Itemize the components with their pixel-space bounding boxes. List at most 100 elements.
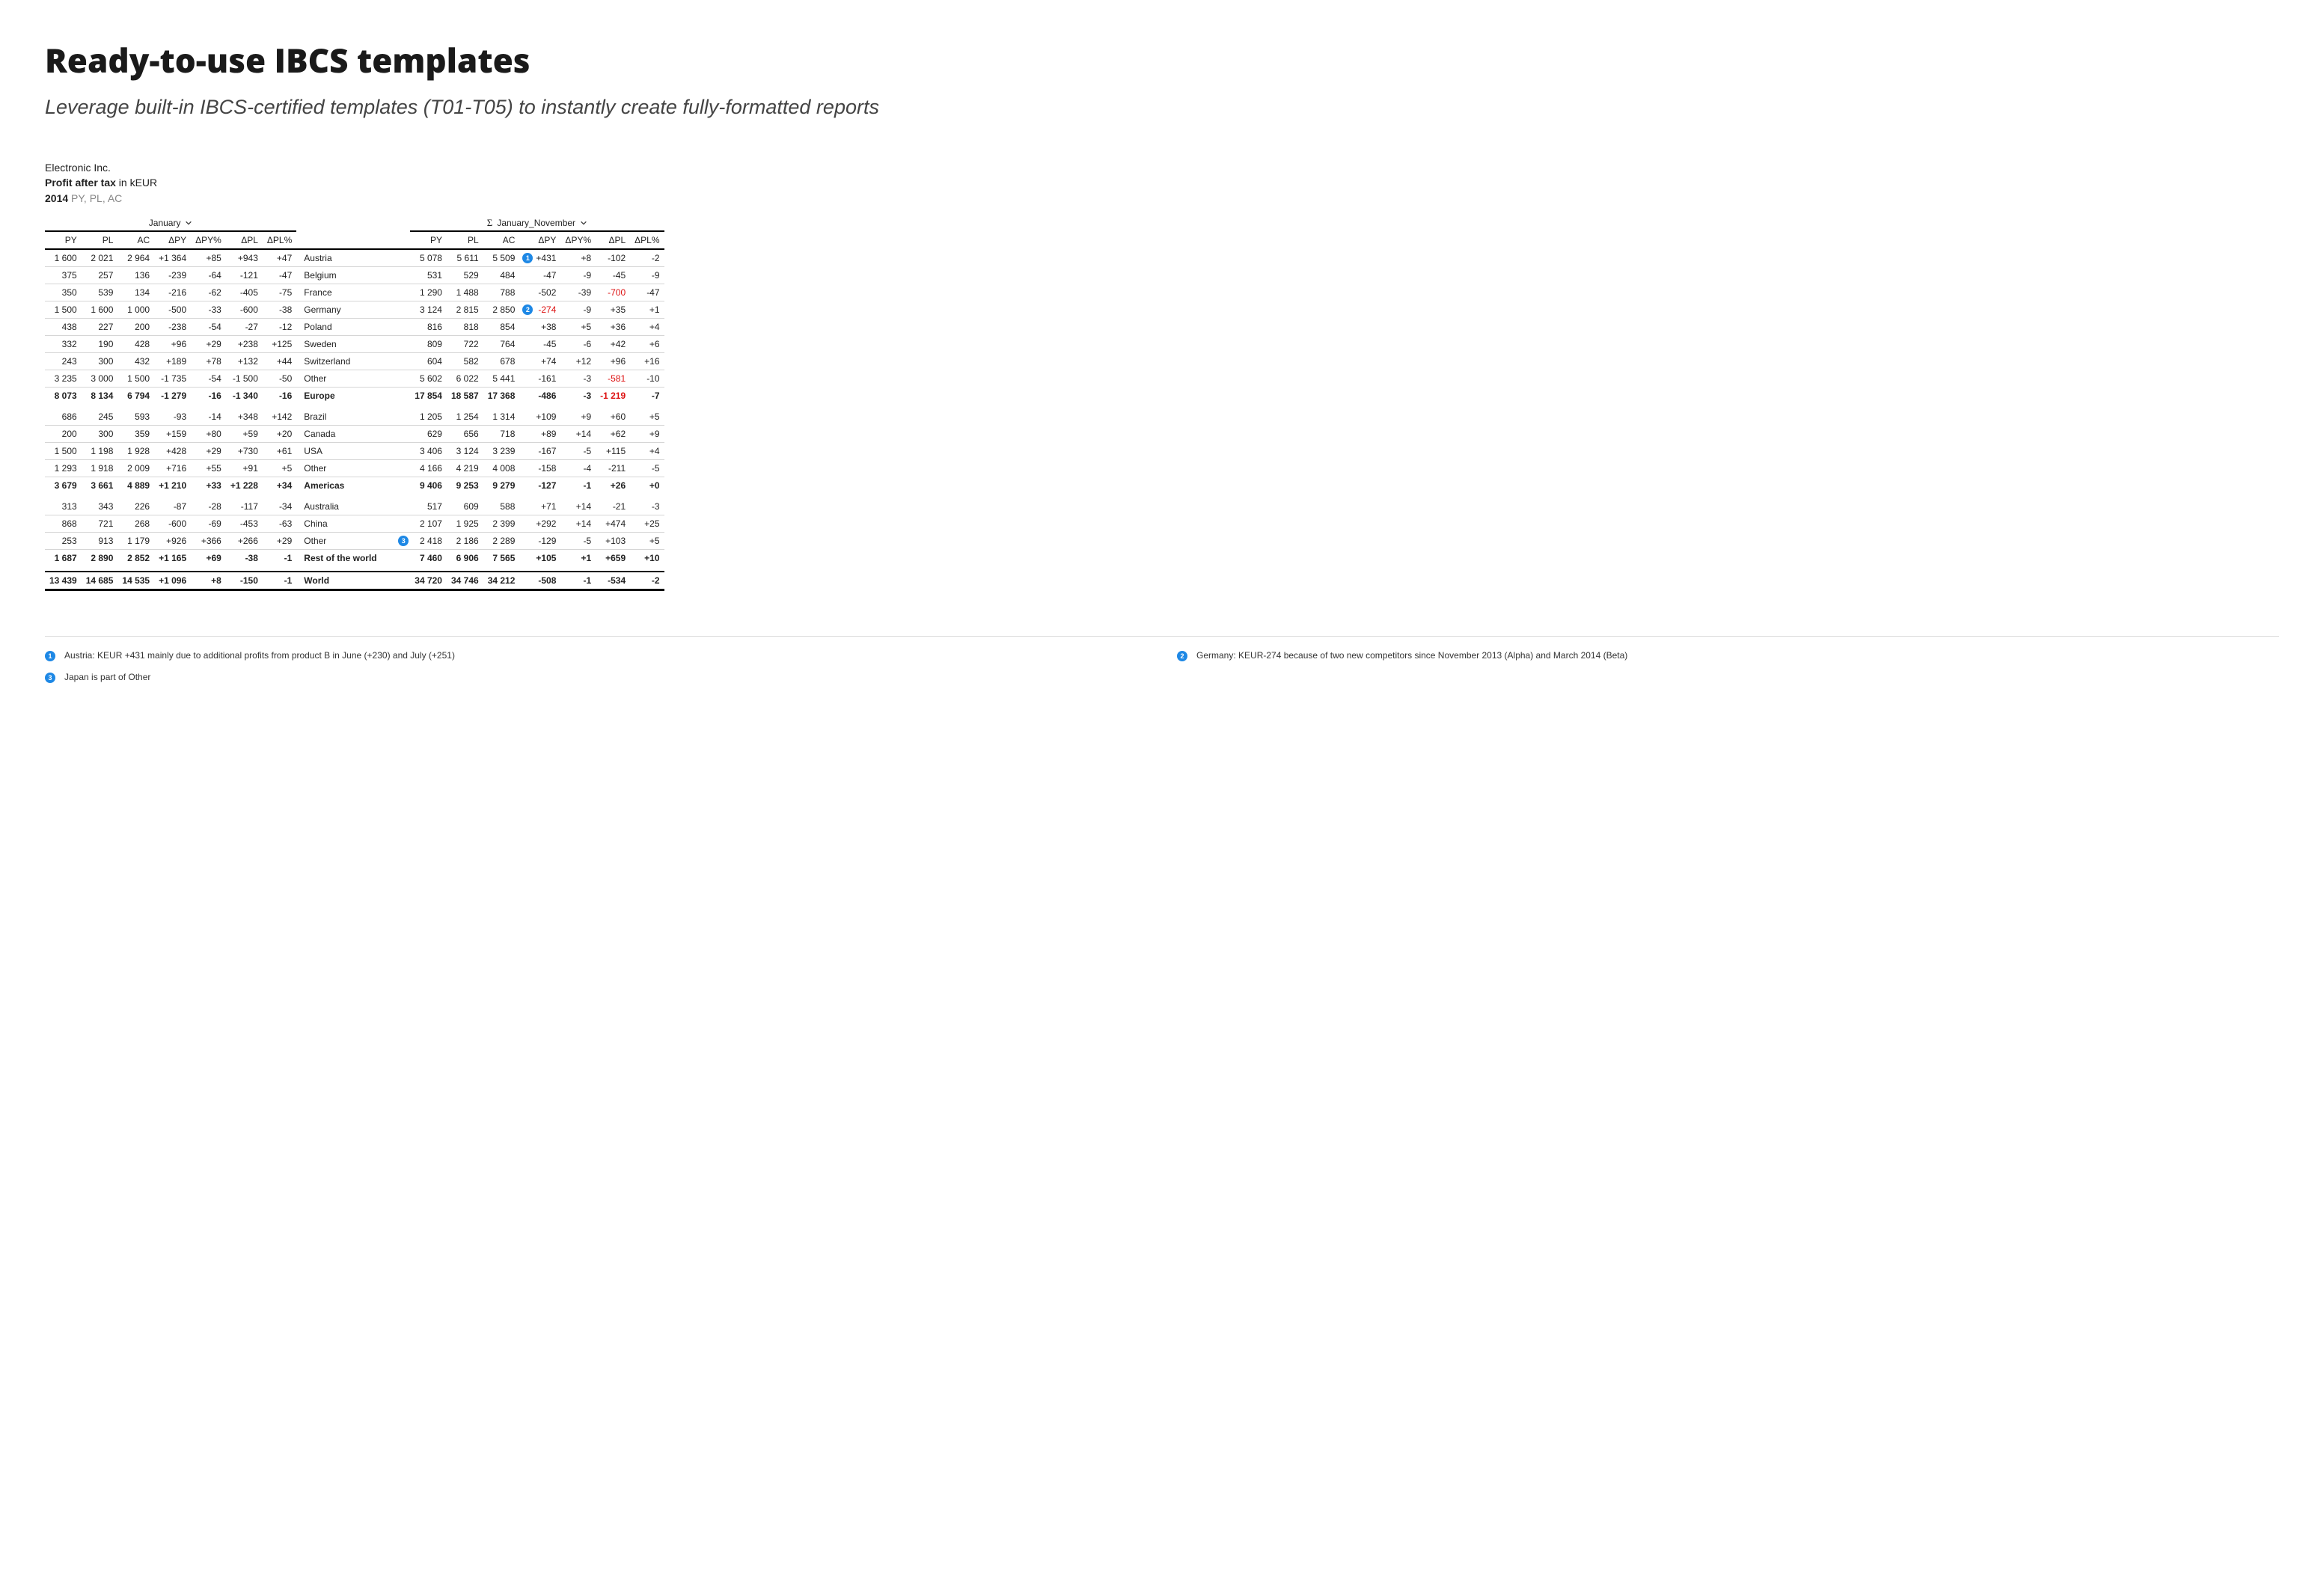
cell-ac: 2 009 — [117, 459, 154, 477]
table-row: 1 5001 1981 928+428+29+730+61USA3 4063 1… — [45, 442, 664, 459]
cell-dpyp: -64 — [191, 266, 226, 284]
cell-dpyp: +5 — [560, 318, 596, 335]
cell-py: 1 290 — [410, 284, 447, 301]
page-subtitle: Leverage built-in IBCS-certified templat… — [45, 96, 2279, 119]
cell-ac: 226 — [117, 498, 154, 515]
cell-value: -47 — [646, 287, 659, 298]
cell-pl: 1 600 — [82, 301, 118, 318]
table-row: 313343226-87-28-117-34Australia517609588… — [45, 498, 664, 515]
cell-pl: 2 021 — [82, 249, 118, 267]
table-row: 438227200-238-54-27-12Poland816818854+38… — [45, 318, 664, 335]
cell-ac: 134 — [117, 284, 154, 301]
cell-value: +431 — [536, 253, 556, 263]
cell-py: 868 — [45, 515, 82, 532]
cell-value: 2 289 — [492, 536, 515, 546]
cell-ac: 200 — [117, 318, 154, 335]
cell-ac: 2 850 — [483, 301, 520, 318]
cell-dpyp: +29 — [191, 442, 226, 459]
table-row: 332190428+96+29+238+125Sweden809722764-4… — [45, 335, 664, 352]
table-row: 200300359+159+80+59+20Canada629656718+89… — [45, 425, 664, 442]
cell-dpl: -150 — [226, 572, 263, 590]
cell-value: 588 — [500, 501, 515, 512]
cell-value: 2 850 — [492, 304, 515, 315]
cell-value: +8 — [581, 253, 591, 263]
cell-dplp: +16 — [630, 352, 664, 370]
cell-dpy: +159 — [154, 425, 191, 442]
cell-dpyp: +9 — [560, 408, 596, 426]
cell-pl: 582 — [447, 352, 483, 370]
cell-dpy: -500 — [154, 301, 191, 318]
cell-ac: 7 565 — [483, 549, 520, 566]
cell-dpyp: -69 — [191, 515, 226, 532]
footnote: 3Japan is part of Other — [45, 672, 1147, 683]
cell-py: 375 — [45, 266, 82, 284]
cell-value: 517 — [427, 501, 442, 512]
cell-value: 629 — [427, 429, 442, 439]
col-dpl-left: ΔPL — [226, 231, 263, 249]
cell-dpyp: +80 — [191, 425, 226, 442]
cell-value: -161 — [538, 373, 556, 384]
cell-pl: 8 134 — [82, 387, 118, 404]
period-header-left[interactable]: January — [45, 215, 296, 231]
cell-pl: 6 022 — [447, 370, 483, 387]
footnote-badge: 1 — [45, 651, 55, 661]
cell-dpyp: -3 — [560, 387, 596, 404]
cell-py: 3 235 — [45, 370, 82, 387]
cell-dplp: -5 — [630, 459, 664, 477]
col-pl-left: PL — [82, 231, 118, 249]
footnote-badge: 2 — [522, 304, 533, 315]
cell-dplp: +142 — [263, 408, 296, 426]
cell-value: 3 124 — [456, 446, 479, 456]
cell-value: +109 — [536, 411, 556, 422]
row-label: Austria — [296, 249, 410, 267]
period-header-right[interactable]: Σ January_November — [410, 215, 664, 231]
cell-value: 4 166 — [420, 463, 442, 474]
cell-value: -45 — [543, 339, 556, 349]
cell-value: +292 — [536, 518, 556, 529]
cell-value: +26 — [611, 480, 626, 491]
cell-value: 34 212 — [488, 575, 516, 586]
cell-ac: 718 — [483, 425, 520, 442]
cell-py: 13 439 — [45, 572, 82, 590]
tables-wrap: January Σ January_November PY — [45, 215, 2279, 591]
cell-dpy: +38 — [519, 318, 560, 335]
cell-dplp: -12 — [263, 318, 296, 335]
cell-dplp: -2 — [630, 249, 664, 267]
row-label: Brazil — [296, 408, 410, 426]
cell-py: 438 — [45, 318, 82, 335]
row-label: Canada — [296, 425, 410, 442]
cell-ac: 2 852 — [117, 549, 154, 566]
cell-dpyp: -5 — [560, 442, 596, 459]
cell-pl: 2 815 — [447, 301, 483, 318]
cell-pl: 343 — [82, 498, 118, 515]
cell-value: -47 — [543, 270, 556, 281]
cell-dpy: -158 — [519, 459, 560, 477]
cell-dpyp: +12 — [560, 352, 596, 370]
cell-dpy: -167 — [519, 442, 560, 459]
cell-dplp: -3 — [630, 498, 664, 515]
cell-dpyp: +8 — [191, 572, 226, 590]
cell-dplp: -1 — [263, 549, 296, 566]
table-row: 1 6872 8902 852+1 165+69-38-1Rest of the… — [45, 549, 664, 566]
ibcs-comparison-table: January Σ January_November PY — [45, 215, 664, 591]
cell-value: -5 — [583, 536, 591, 546]
cell-value: +38 — [541, 322, 556, 332]
cell-value: 34 746 — [451, 575, 479, 586]
table-row: 2539131 179+926+366+266+29Other32 4182 1… — [45, 532, 664, 549]
cell-dpl: +132 — [226, 352, 263, 370]
cell-dpy: +1 096 — [154, 572, 191, 590]
cell-value: -211 — [608, 463, 626, 474]
cell-dpl: -1 500 — [226, 370, 263, 387]
cell-py: 200 — [45, 425, 82, 442]
cell-ac: 5 441 — [483, 370, 520, 387]
table-row: 350539134-216-62-405-75France1 2901 4887… — [45, 284, 664, 301]
cell-pl: 721 — [82, 515, 118, 532]
table-row: 13 43914 68514 535+1 096+8-150-1World34 … — [45, 572, 664, 590]
cell-value: -45 — [613, 270, 626, 281]
cell-value: 9 279 — [492, 480, 515, 491]
cell-value: -7 — [652, 391, 660, 401]
cell-value: +9 — [649, 429, 660, 439]
cell-dplp: +0 — [630, 477, 664, 494]
cell-dpy: -45 — [519, 335, 560, 352]
cell-dpyp: -16 — [191, 387, 226, 404]
